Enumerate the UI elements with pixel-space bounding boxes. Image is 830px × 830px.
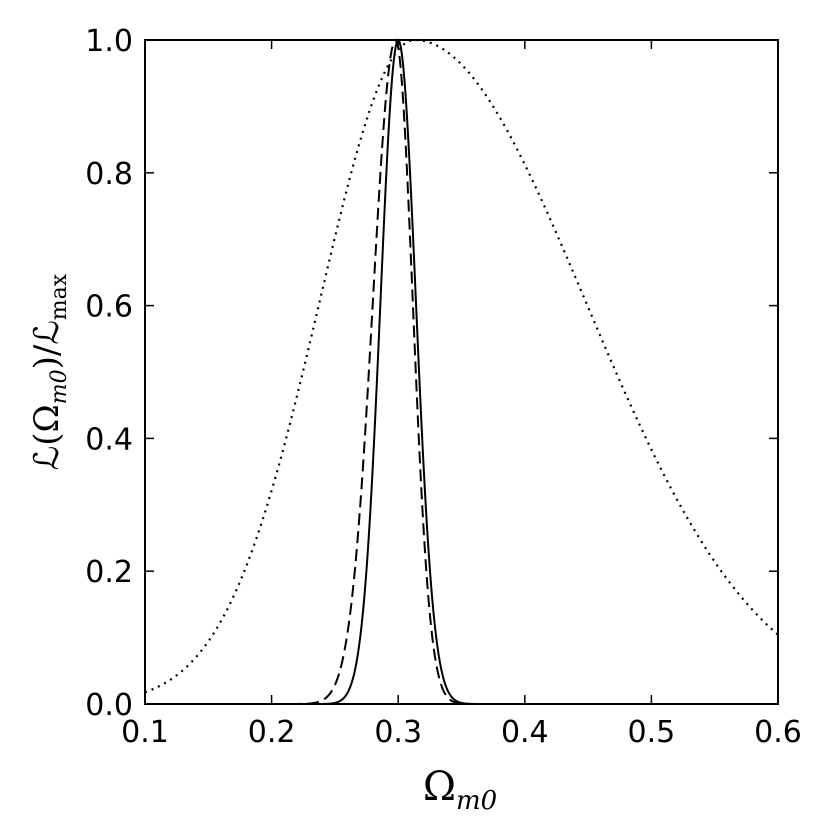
plot-frame: [144, 39, 779, 705]
y-axis-label: ℒ(Ωm0)/ℒmax: [27, 273, 72, 470]
y-tick-label: 1.0: [85, 24, 133, 59]
x-tick-label: 0.3: [374, 715, 422, 750]
series-dashed-line: [145, 38, 778, 705]
y-ticks: 0.0 0.2 0.4 0.6 0.8 1.0: [85, 24, 778, 723]
y-tick-label: 0.2: [85, 555, 133, 590]
series-dotted-line: [144, 38, 779, 694]
y-axis-label-part2: )/ℒ: [27, 320, 67, 369]
x-axis-label-main: Ω: [423, 764, 456, 810]
curves-layer: [144, 38, 779, 705]
x-ticks: 0.1 0.2 0.3 0.4 0.5 0.6: [121, 40, 802, 750]
x-tick-label: 0.4: [501, 715, 549, 750]
x-tick-label: 0.2: [248, 715, 296, 750]
x-tick-label: 0.1: [121, 715, 169, 750]
x-tick-label: 0.6: [754, 715, 802, 750]
y-axis-label-part1: ℒ(Ω: [27, 404, 67, 470]
x-axis-label: Ωm0: [423, 764, 497, 816]
x-axis-label-sub: m0: [456, 786, 497, 816]
y-tick-label: 0.4: [85, 422, 133, 457]
y-tick-label: 0.6: [85, 290, 133, 325]
y-tick-label: 0.8: [85, 157, 133, 192]
x-tick-label: 0.5: [628, 715, 676, 750]
y-axis-label-sub2: max: [47, 273, 72, 320]
y-tick-label: 0.0: [85, 688, 133, 723]
y-axis-label-sub1: m0: [47, 369, 72, 404]
series-solid-line: [145, 38, 778, 705]
